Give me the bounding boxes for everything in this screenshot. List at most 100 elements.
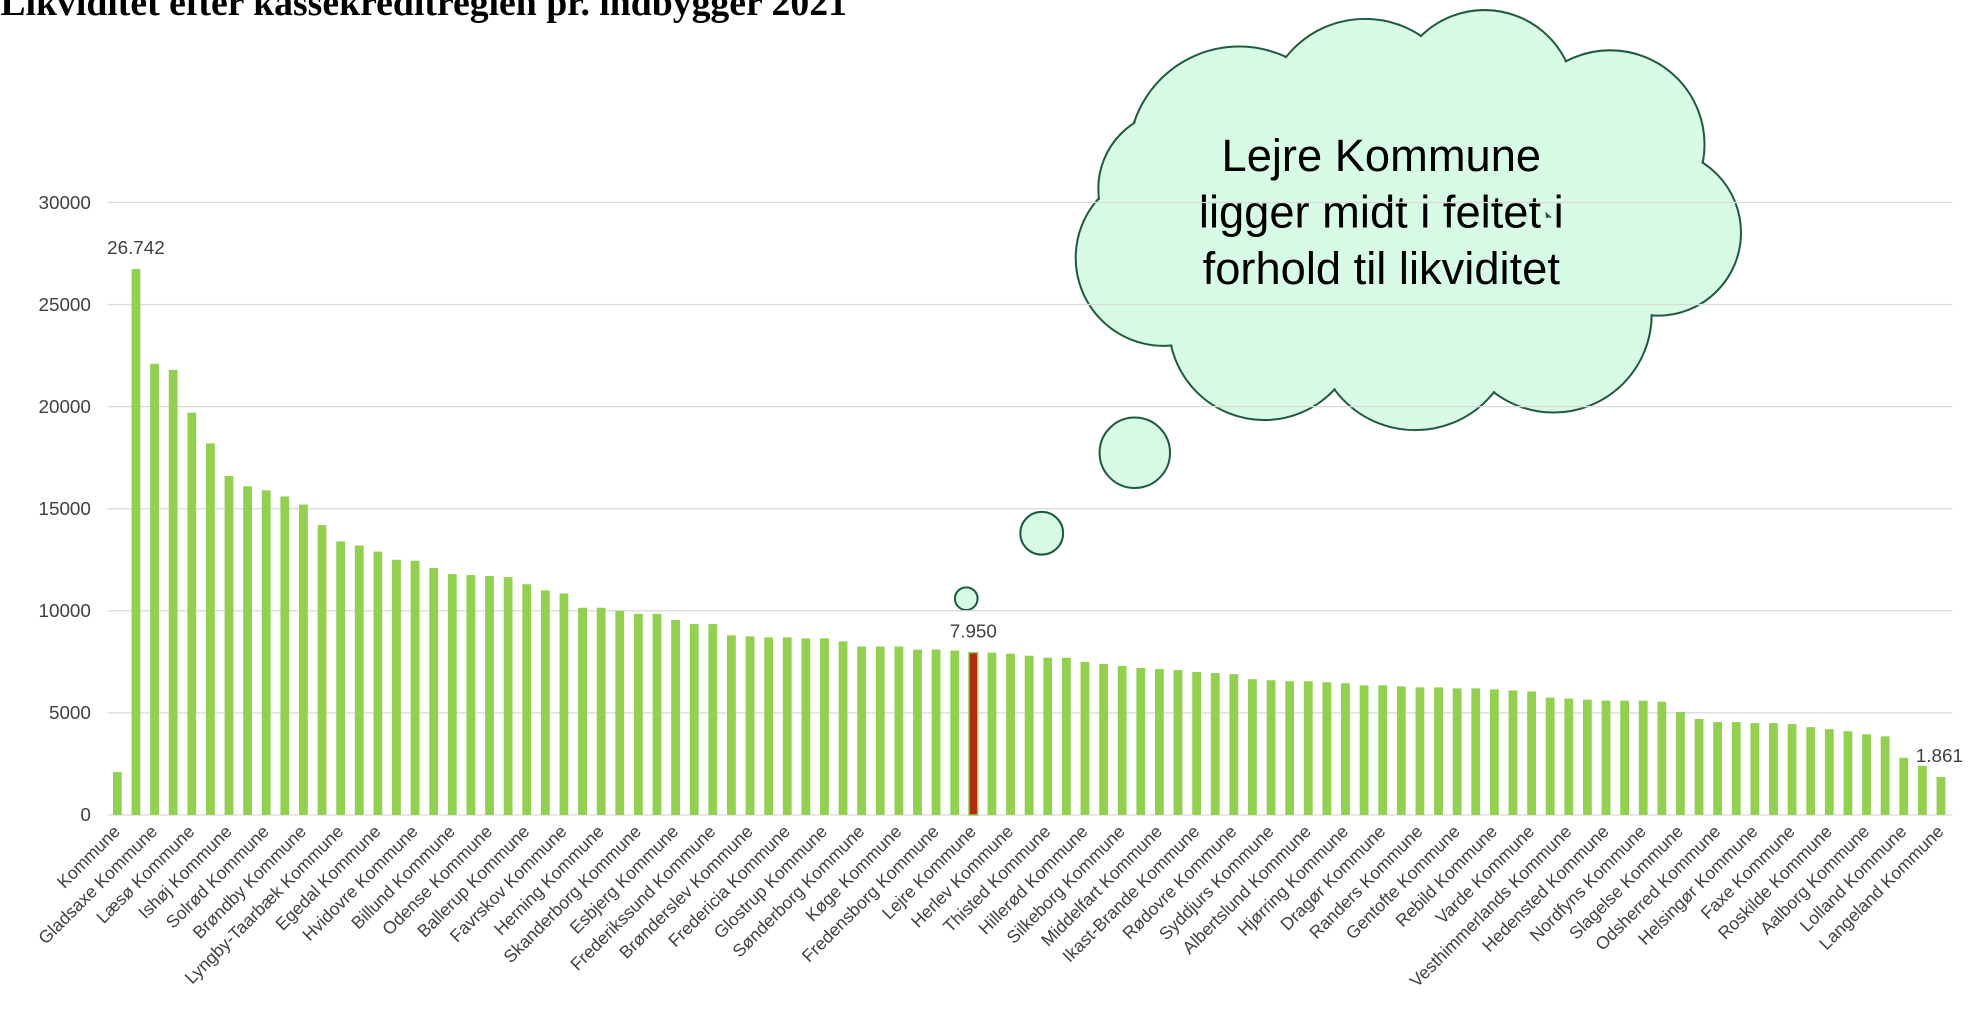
bar bbox=[708, 624, 718, 815]
bar bbox=[112, 772, 122, 815]
bar bbox=[410, 560, 420, 815]
bar bbox=[671, 619, 680, 815]
bar bbox=[987, 652, 997, 815]
bar bbox=[1341, 683, 1350, 815]
bar bbox=[447, 574, 457, 815]
bar bbox=[894, 646, 904, 815]
bar bbox=[261, 490, 271, 815]
bar bbox=[1099, 663, 1108, 815]
y-tick-label: 0 bbox=[80, 804, 90, 825]
bar bbox=[1676, 711, 1685, 815]
bar bbox=[1527, 691, 1536, 815]
bar bbox=[354, 545, 364, 815]
bar bbox=[875, 646, 885, 815]
bar bbox=[1303, 681, 1313, 815]
bar bbox=[1545, 697, 1555, 815]
bar bbox=[931, 649, 941, 815]
bar bbox=[1713, 722, 1723, 815]
bar bbox=[1229, 674, 1239, 815]
bar bbox=[633, 613, 643, 815]
y-tick-label: 5000 bbox=[49, 702, 91, 723]
bar bbox=[1601, 700, 1611, 815]
bar bbox=[1657, 701, 1667, 815]
bar bbox=[1396, 686, 1406, 815]
bar bbox=[1694, 719, 1704, 815]
bar bbox=[1006, 653, 1015, 815]
annotation-line: ligger midt i feltet i bbox=[1199, 187, 1564, 238]
y-tick-label: 30000 bbox=[38, 192, 90, 213]
bar bbox=[615, 610, 625, 815]
bar bbox=[1750, 723, 1760, 815]
cloud-fill bbox=[1099, 111, 1254, 266]
bar bbox=[1378, 685, 1388, 815]
bar bbox=[1936, 776, 1946, 815]
data-label: 1.861 bbox=[1916, 745, 1963, 766]
bar bbox=[1731, 722, 1741, 815]
bar bbox=[299, 504, 308, 815]
thought-bubble bbox=[1019, 510, 1065, 556]
bar bbox=[1620, 700, 1630, 815]
bar bbox=[1582, 699, 1592, 815]
bar bbox=[485, 576, 494, 815]
bar bbox=[1415, 687, 1425, 815]
bar bbox=[857, 646, 867, 815]
bar bbox=[745, 636, 755, 815]
bar bbox=[1359, 685, 1369, 815]
data-label: 26.742 bbox=[107, 237, 165, 258]
bar bbox=[1899, 757, 1909, 815]
bar bbox=[466, 575, 476, 815]
bar bbox=[1564, 698, 1574, 815]
bar bbox=[187, 412, 197, 815]
bar bbox=[913, 649, 922, 815]
bar bbox=[652, 613, 662, 815]
bar bbox=[1061, 657, 1071, 815]
bar bbox=[168, 369, 178, 815]
annotation-line: forhold til likviditet bbox=[1203, 243, 1561, 294]
cloud-fill bbox=[1271, 89, 1547, 364]
bar bbox=[820, 638, 829, 815]
bar bbox=[1434, 687, 1443, 815]
bar bbox=[1862, 734, 1871, 815]
bar bbox=[429, 567, 439, 815]
bar bbox=[968, 651, 979, 816]
annotation-line: Lejre Kommune bbox=[1222, 130, 1542, 181]
bar bbox=[280, 496, 290, 815]
bar bbox=[578, 607, 587, 815]
bar bbox=[540, 590, 550, 815]
bar bbox=[1787, 724, 1797, 815]
bar bbox=[1806, 727, 1816, 815]
bar bbox=[1248, 679, 1257, 815]
bar bbox=[838, 641, 848, 815]
bar bbox=[559, 593, 569, 815]
callout-cloud: Lejre Kommune ligger midt i feltet iforho… bbox=[953, 9, 1742, 611]
bar bbox=[131, 269, 141, 815]
bar bbox=[243, 486, 252, 815]
bar bbox=[1210, 673, 1220, 815]
bar bbox=[1155, 668, 1164, 815]
bar bbox=[317, 525, 327, 815]
bar bbox=[392, 559, 401, 815]
bar bbox=[689, 624, 699, 815]
bar bbox=[205, 443, 215, 815]
bar bbox=[1880, 736, 1890, 815]
data-label: 7.950 bbox=[950, 621, 997, 642]
bar bbox=[522, 584, 532, 815]
bar bbox=[336, 541, 346, 815]
bar bbox=[1117, 665, 1127, 815]
bar bbox=[1769, 723, 1778, 815]
y-tick-label: 25000 bbox=[38, 294, 90, 315]
bar bbox=[782, 637, 792, 815]
bar bbox=[373, 551, 383, 815]
bar bbox=[1024, 655, 1034, 815]
bar bbox=[1843, 731, 1853, 815]
bar bbox=[1452, 688, 1462, 815]
bar bbox=[950, 650, 960, 815]
bar bbox=[1489, 689, 1499, 815]
bar bbox=[1266, 680, 1276, 815]
bar bbox=[1192, 672, 1202, 815]
bar bbox=[1824, 729, 1834, 815]
y-tick-label: 20000 bbox=[38, 396, 90, 417]
bar bbox=[764, 637, 774, 815]
